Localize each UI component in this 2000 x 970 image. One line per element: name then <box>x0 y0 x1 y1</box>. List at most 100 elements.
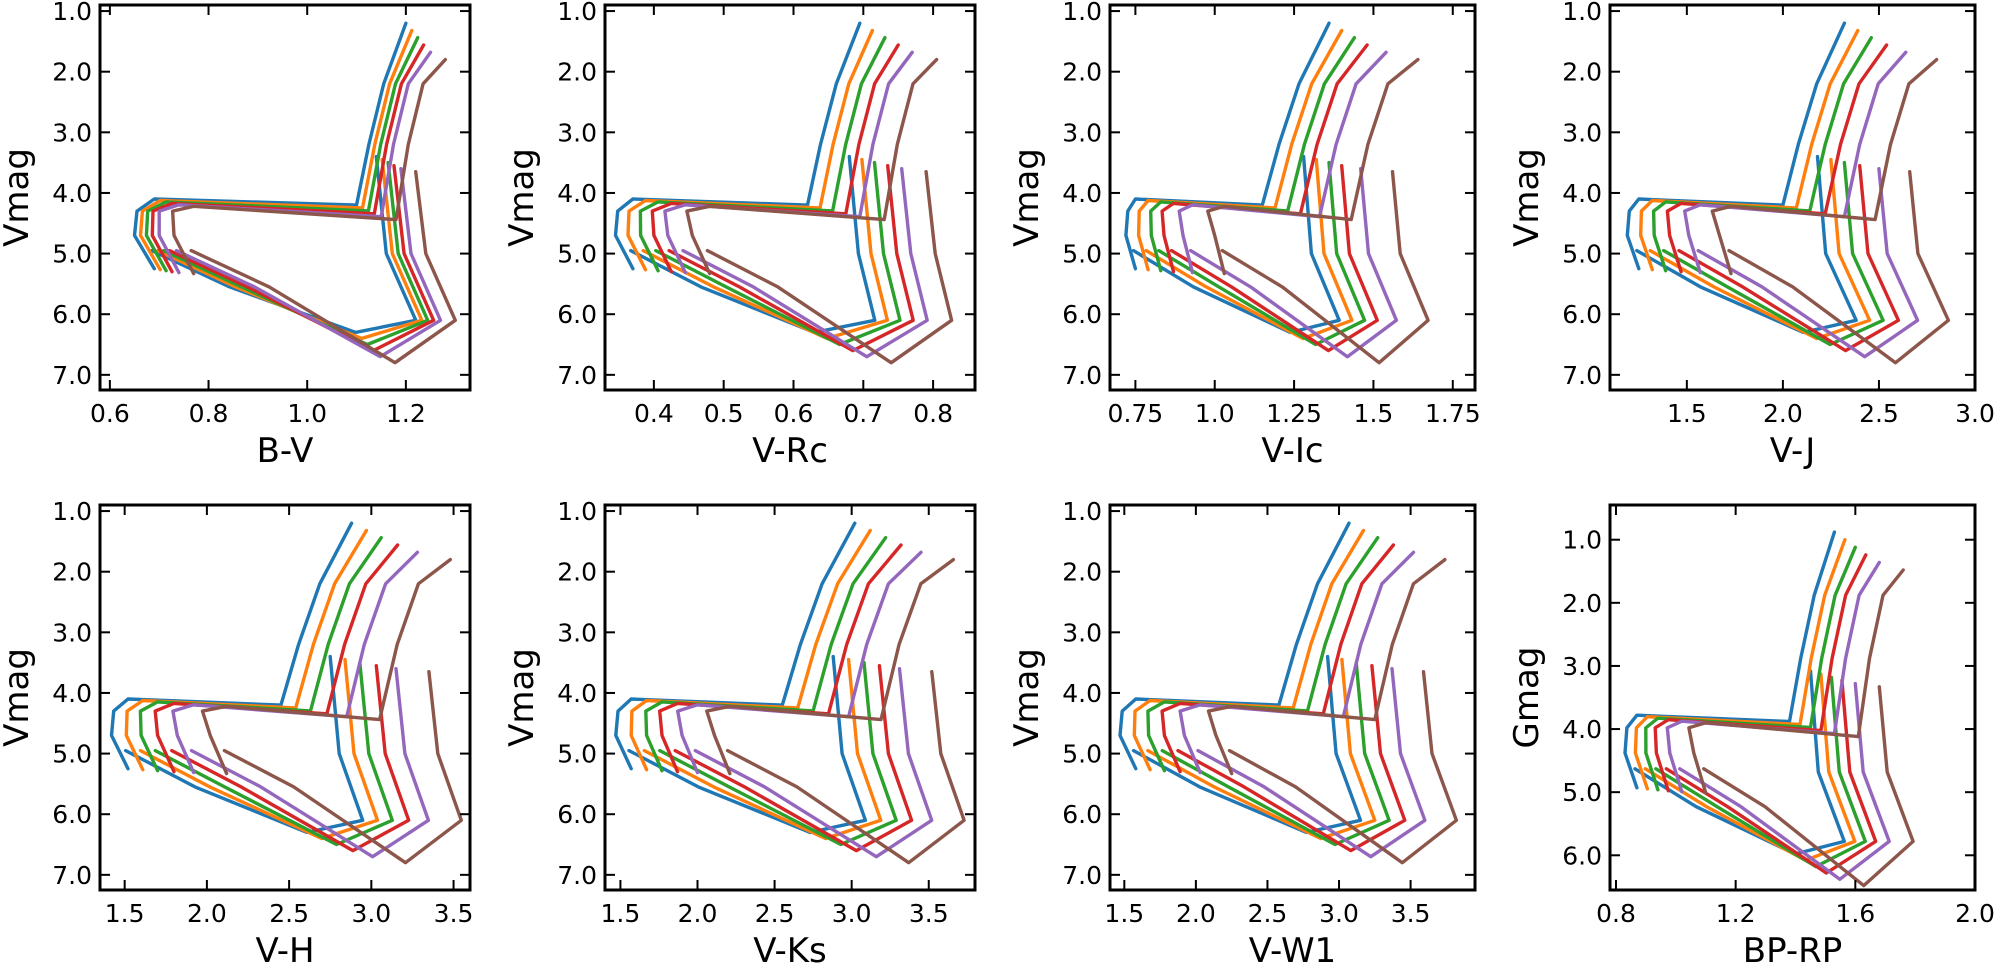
y-axis-label: Vmag <box>502 148 542 247</box>
series-line-4 <box>1665 43 1889 274</box>
series-branch-6 <box>1220 170 1430 365</box>
y-tick-label: 6.0 <box>1062 800 1102 829</box>
x-tick-label: 0.6 <box>90 399 130 428</box>
y-tick-label: 5.0 <box>557 740 597 769</box>
series-line-2 <box>626 28 875 272</box>
x-tick-label: 2.0 <box>1176 899 1216 928</box>
y-tick-label: 5.0 <box>1062 740 1102 769</box>
series-branch-2 <box>1648 157 1872 341</box>
panel-1: 0.6 0.8 1.0 1.2 1.0 2.0 3.0 4.0 5.0 6.0 7.0 B-V Vmag <box>0 0 472 471</box>
y-tick-label: 1.0 <box>1562 526 1602 555</box>
series-line-1 <box>109 521 354 771</box>
y-tick-label: 1.0 <box>52 497 92 526</box>
x-tick-label: 1.0 <box>1195 399 1235 428</box>
y-tick-label: 6.0 <box>557 300 597 329</box>
series-line-6 <box>1206 57 1420 276</box>
series-branch-6 <box>222 670 463 865</box>
plot-frame <box>98 3 472 392</box>
y-tick-label: 3.0 <box>1562 652 1602 681</box>
y-tick-label: 3.0 <box>557 118 597 147</box>
series-group <box>109 521 463 865</box>
y-tick-label: 5.0 <box>52 740 92 769</box>
plot-frame <box>603 3 977 392</box>
y-tick-label: 7.0 <box>52 861 92 890</box>
series-group <box>613 21 954 365</box>
series-branch-3 <box>161 160 430 347</box>
x-axis-label: V-W1 <box>1249 931 1336 970</box>
x-tick-label: 2.0 <box>1763 399 1803 428</box>
series-line-1 <box>1623 530 1837 790</box>
series-branch-2 <box>641 157 890 341</box>
series-branch-2 <box>1643 672 1857 862</box>
series-branch-3 <box>658 660 898 847</box>
y-tick-label: 7.0 <box>52 361 92 390</box>
series-branch-6 <box>725 670 966 865</box>
plot-frame <box>98 503 472 892</box>
y-tick-label: 3.0 <box>52 618 92 647</box>
series-branch-5 <box>189 667 431 859</box>
series-branch-4 <box>667 164 915 353</box>
y-tick-label: 2.0 <box>557 58 597 87</box>
series-branch-4 <box>1677 164 1901 353</box>
y-tick-label: 2.0 <box>1062 58 1102 87</box>
plot-frame <box>1108 503 1477 892</box>
y-tick-label: 7.0 <box>1062 361 1102 390</box>
x-tick-label: 2.5 <box>1859 399 1899 428</box>
x-tick-label: 0.5 <box>704 399 744 428</box>
x-tick-label: 1.5 <box>105 899 145 928</box>
x-tick-label: 2.5 <box>1248 899 1288 928</box>
series-line-5 <box>676 550 923 775</box>
x-tick-label: 3.0 <box>1319 899 1359 928</box>
series-line-4 <box>150 43 426 274</box>
series-branch-5 <box>693 667 934 859</box>
series-group <box>1625 21 1951 365</box>
x-tick-label: 0.7 <box>843 399 883 428</box>
series-branch-1 <box>629 154 877 335</box>
x-tick-label: 1.75 <box>1425 399 1481 428</box>
series-line-3 <box>1644 545 1857 792</box>
y-tick-label: 5.0 <box>1562 778 1602 807</box>
y-tick-label: 6.0 <box>1062 300 1102 329</box>
x-tick-label: 3.0 <box>832 899 872 928</box>
x-tick-label: 3.0 <box>1955 399 1995 428</box>
series-branch-4 <box>1176 664 1407 853</box>
series-group <box>1623 530 1915 888</box>
y-tick-label: 1.0 <box>1562 0 1602 26</box>
x-tick-label: 1.6 <box>1835 899 1875 928</box>
y-tick-label: 5.0 <box>1562 240 1602 269</box>
series-branch-2 <box>1144 157 1354 341</box>
y-tick-label: 4.0 <box>557 179 597 208</box>
series-branch-2 <box>642 657 883 841</box>
y-tick-label: 2.0 <box>52 58 92 87</box>
series-line-6 <box>1687 568 1905 795</box>
series-line-2 <box>138 28 414 272</box>
y-tick-label: 4.0 <box>52 679 92 708</box>
series-branch-1 <box>1131 154 1341 335</box>
x-tick-label: 0.75 <box>1108 399 1164 428</box>
x-axis-label: V-J <box>1770 431 1815 471</box>
plot-frame <box>1608 3 1977 392</box>
x-tick-label: 1.0 <box>287 399 327 428</box>
series-line-5 <box>1177 50 1388 275</box>
x-tick-label: 1.2 <box>386 399 426 428</box>
y-axis-label: Vmag <box>1007 648 1047 747</box>
series-branch-3 <box>1654 675 1867 869</box>
x-tick-label: 3.5 <box>909 899 949 928</box>
panel-4: 1.5 2.0 2.5 3.0 1.0 2.0 3.0 4.0 5.0 6.0 7.0 V-J Vmag <box>1507 0 1995 471</box>
y-tick-label: 1.0 <box>1062 497 1102 526</box>
y-tick-label: 4.0 <box>1562 715 1602 744</box>
y-tick-label: 4.0 <box>557 679 597 708</box>
series-group <box>1124 21 1430 365</box>
x-axis-label: V-Rc <box>752 431 828 471</box>
series-branch-6 <box>705 170 954 365</box>
series-branch-5 <box>174 167 443 359</box>
series-line-6 <box>705 557 956 776</box>
series-branch-6 <box>1227 670 1459 865</box>
y-tick-label: 7.0 <box>557 361 597 390</box>
y-tick-label: 4.0 <box>1062 179 1102 208</box>
series-branch-6 <box>1727 170 1951 365</box>
y-tick-label: 3.0 <box>1562 118 1602 147</box>
y-tick-label: 6.0 <box>52 300 92 329</box>
series-branch-1 <box>124 654 365 835</box>
